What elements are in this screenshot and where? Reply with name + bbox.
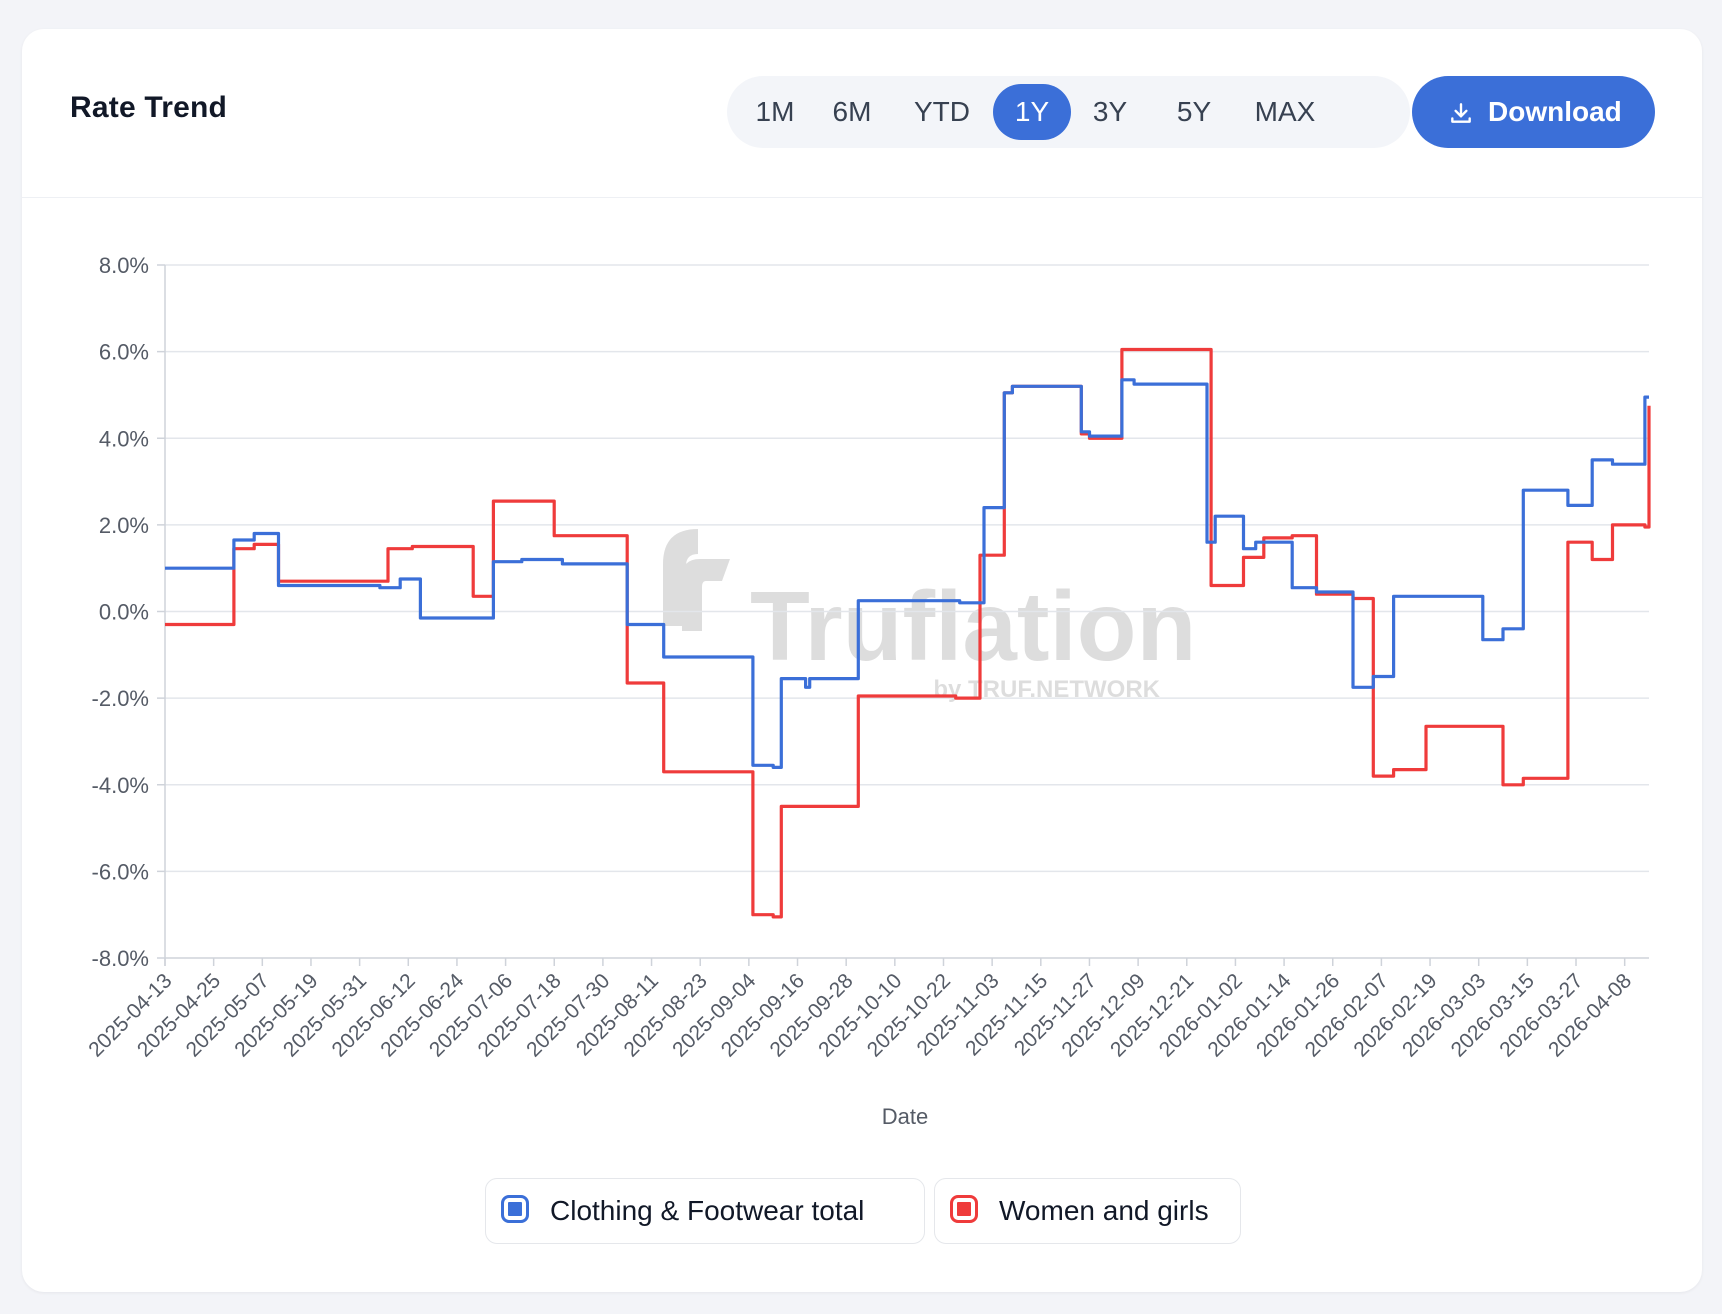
download-icon [1451,103,1471,123]
range-3y-button[interactable]: 3Y [1092,96,1128,127]
y-tick-label: 8.0% [99,253,149,278]
grid [165,264,1649,959]
series [165,347,1651,919]
range-ytd-button[interactable]: YTD [914,96,970,127]
range-1y-button[interactable]: 1Y [993,84,1071,140]
download-label: Download [1488,96,1622,127]
range-max-button[interactable]: MAX [1254,96,1316,127]
y-tick-label: -8.0% [92,946,149,971]
rate-trend-card: Rate Trend 1M 6M YTD 1Y 3Y 5Y MAX Downlo… [22,29,1702,1292]
y-tick-label: 4.0% [99,426,149,451]
range-1m-button[interactable]: 1M [755,96,795,127]
legend-swatch-red-icon [950,1195,978,1223]
legend-swatch-blue-icon [501,1195,529,1223]
legend-label: Women and girls [999,1195,1209,1226]
y-tick-label: 0.0% [99,600,149,625]
series-line-clothing-footwear [165,378,1649,769]
watermark-brand: Truflation [750,571,1196,681]
download-button[interactable]: Download [1412,76,1655,148]
time-range-selector: 1M 6M YTD 1Y 3Y 5Y MAX [727,76,1410,148]
legend-women-girls[interactable]: Women and girls [934,1178,1241,1244]
line-chart: Truflation by TRUF.NETWORK 8.0% 6.0% 4.0% 2… [84,253,1651,1129]
y-tick-label: 6.0% [99,340,149,365]
truflation-logo-icon [663,529,730,631]
x-axis-label: Date [882,1104,928,1129]
y-tick-label: -4.0% [92,773,149,798]
range-6m-button[interactable]: 6M [832,96,872,127]
chart-title: Rate Trend [70,91,228,124]
y-tick-label: 2.0% [99,513,149,538]
y-tick-label: -2.0% [92,686,149,711]
y-tick-label: -6.0% [92,859,149,884]
legend-clothing-footwear[interactable]: Clothing & Footwear total [485,1178,925,1244]
watermark: Truflation by TRUF.NETWORK [663,529,1196,703]
legend-label: Clothing & Footwear total [550,1195,865,1226]
card-header: Rate Trend 1M 6M YTD 1Y 3Y 5Y MAX Downlo… [22,29,1702,198]
range-5y-button[interactable]: 5Y [1176,96,1212,127]
